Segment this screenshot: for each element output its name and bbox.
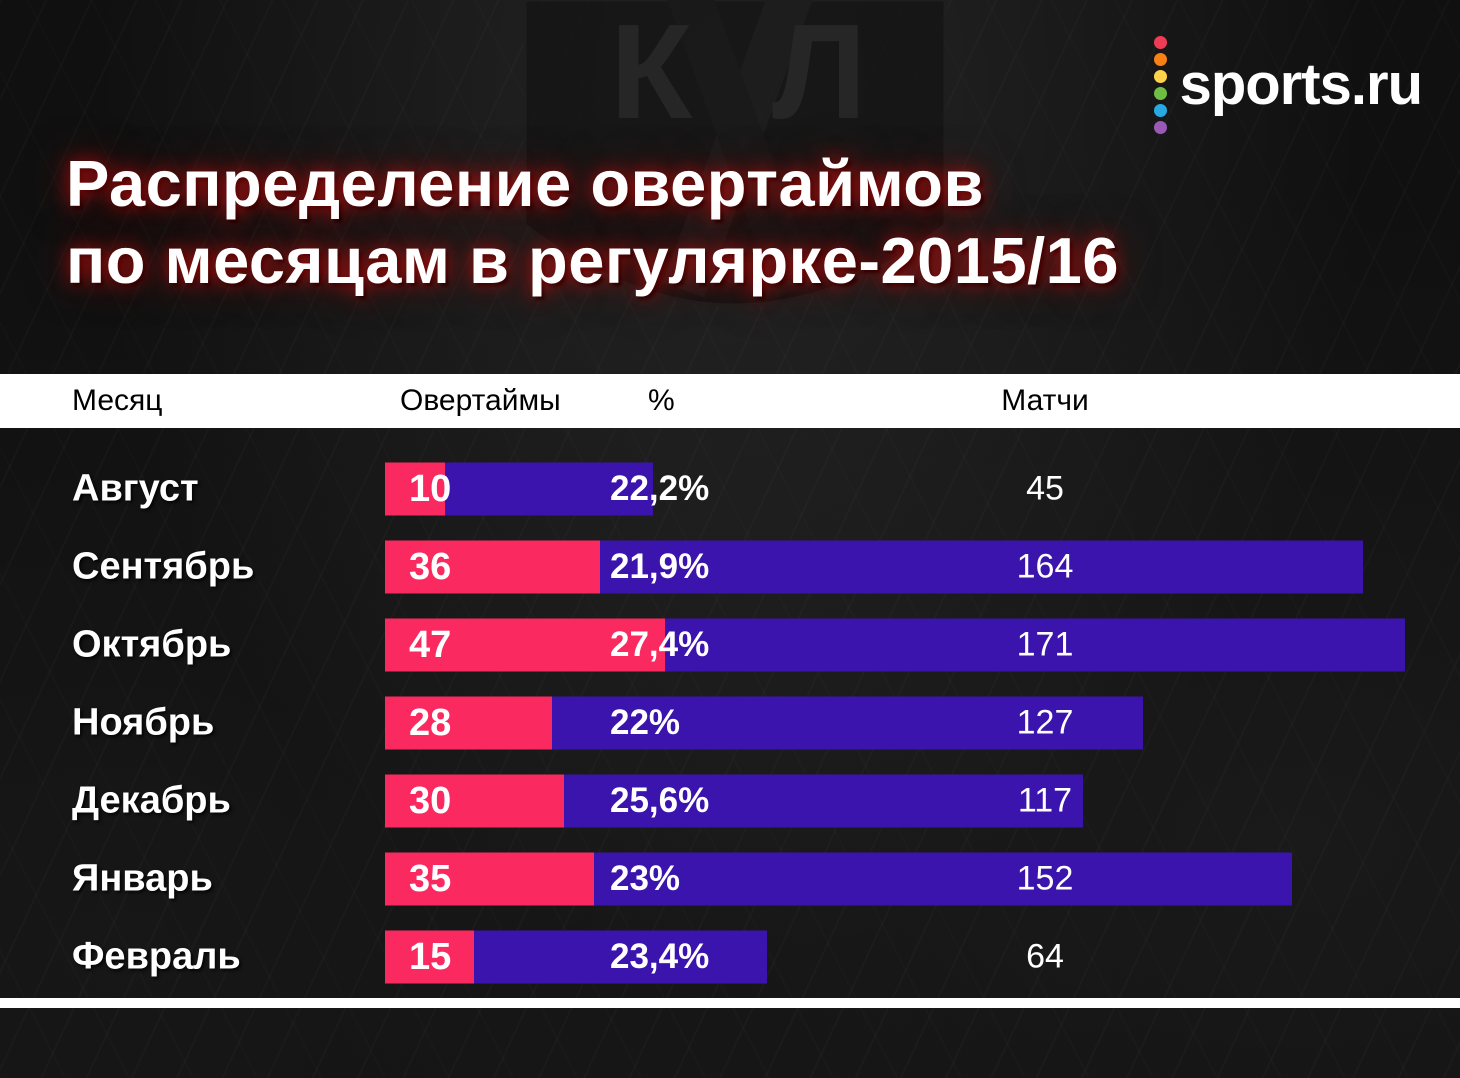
matches-value: 45	[1026, 469, 1064, 508]
matches-bar-segment	[563, 774, 1083, 828]
percent-label: 21,9%	[610, 547, 710, 586]
month-label: Декабрь	[72, 779, 231, 822]
month-label: Август	[72, 467, 199, 510]
month-label: Январь	[72, 857, 213, 900]
overtimes-bar-segment: 35	[385, 852, 594, 906]
bar-track: 28	[385, 696, 1143, 750]
title-line-2: по месяцам в регулярке-2015/16	[66, 223, 1119, 297]
header-percent: %	[648, 384, 675, 417]
bar-track: 10	[385, 462, 654, 516]
month-label: Ноябрь	[72, 701, 215, 744]
bar-track: 47	[385, 618, 1405, 672]
matches-bar-segment	[552, 696, 1143, 750]
matches-value: 117	[1017, 781, 1073, 820]
overtimes-value: 35	[409, 857, 452, 900]
matches-bar-segment	[593, 852, 1292, 906]
matches-bar-segment	[599, 540, 1364, 594]
matches-value: 152	[1016, 859, 1074, 898]
overtimes-value: 28	[409, 701, 452, 744]
brand-dot-icon	[1153, 87, 1167, 100]
month-label: Сентябрь	[72, 545, 255, 588]
header-overtimes: Овертаймы	[400, 384, 561, 417]
bottom-divider	[0, 998, 1460, 1008]
brand-dot-icon	[1153, 53, 1167, 66]
overtimes-bar-segment: 10	[385, 462, 451, 516]
khl-letter-l: Л	[772, 0, 867, 147]
matches-value: 127	[1016, 703, 1074, 742]
overtimes-value: 30	[409, 779, 452, 822]
percent-label: 27,4%	[610, 625, 710, 664]
bar-track: 30	[385, 774, 1083, 828]
table-row: Январь 35 23% 152	[0, 840, 1460, 918]
page-title: Распределение овертаймов по месяцам в ре…	[66, 146, 1119, 299]
table-header-strip: Месяц Овертаймы % Матчи	[0, 374, 1460, 428]
overtimes-bar-segment: 47	[385, 618, 666, 672]
header-matches: Матчи	[1001, 384, 1089, 417]
table-row: Сентябрь 36 21,9% 164	[0, 528, 1460, 606]
matches-bar-segment	[665, 618, 1405, 672]
percent-label: 22,2%	[610, 469, 710, 508]
sports-ru-wordmark: sports.ru	[1179, 52, 1423, 117]
title-line-1: Распределение овертаймов	[66, 147, 984, 220]
brand-dot-icon	[1153, 70, 1167, 83]
bar-track: 35	[385, 852, 1292, 906]
overtimes-bar-segment: 15	[385, 930, 475, 984]
overtimes-value: 15	[409, 935, 452, 978]
percent-label: 23%	[610, 859, 681, 898]
month-label: Октябрь	[72, 623, 232, 666]
overtimes-bar-segment: 30	[385, 774, 564, 828]
overtimes-bar-segment: 36	[385, 540, 600, 594]
khl-logo-watermark: К Л	[523, 0, 947, 307]
percent-label: 25,6%	[610, 781, 710, 820]
brand-dot-icon	[1153, 36, 1167, 49]
percent-label: 22%	[610, 703, 681, 742]
matches-value: 164	[1016, 547, 1074, 586]
brand-dot-icon	[1153, 121, 1167, 134]
sports-ru-dots-icon	[1153, 36, 1167, 134]
percent-label: 23,4%	[610, 937, 710, 976]
overtimes-value: 47	[409, 623, 452, 666]
overtimes-value: 10	[409, 467, 452, 510]
chart-rows: Август 10 22,2% 45 Сентябрь 36 21,9% 164 Октябрь…	[0, 450, 1460, 996]
table-row: Февраль 15 23,4% 64	[0, 918, 1460, 996]
matches-bar-segment	[474, 930, 767, 984]
bar-track: 15	[385, 930, 767, 984]
month-label: Февраль	[72, 935, 241, 978]
table-row: Декабрь 30 25,6% 117	[0, 762, 1460, 840]
table-row: Август 10 22,2% 45	[0, 450, 1460, 528]
matches-value: 171	[1016, 625, 1074, 664]
matches-bar-segment	[444, 462, 654, 516]
matches-value: 64	[1026, 937, 1064, 976]
header-month: Месяц	[72, 384, 163, 417]
table-row: Октябрь 47 27,4% 171	[0, 606, 1460, 684]
khl-letter-k: К	[610, 0, 693, 147]
overtimes-bar-segment: 28	[385, 696, 553, 750]
brand-dot-icon	[1153, 104, 1167, 117]
overtimes-value: 36	[409, 545, 452, 588]
table-row: Ноябрь 28 22% 127	[0, 684, 1460, 762]
sports-ru-logo: sports.ru	[1153, 36, 1423, 134]
bar-track: 36	[385, 540, 1364, 594]
